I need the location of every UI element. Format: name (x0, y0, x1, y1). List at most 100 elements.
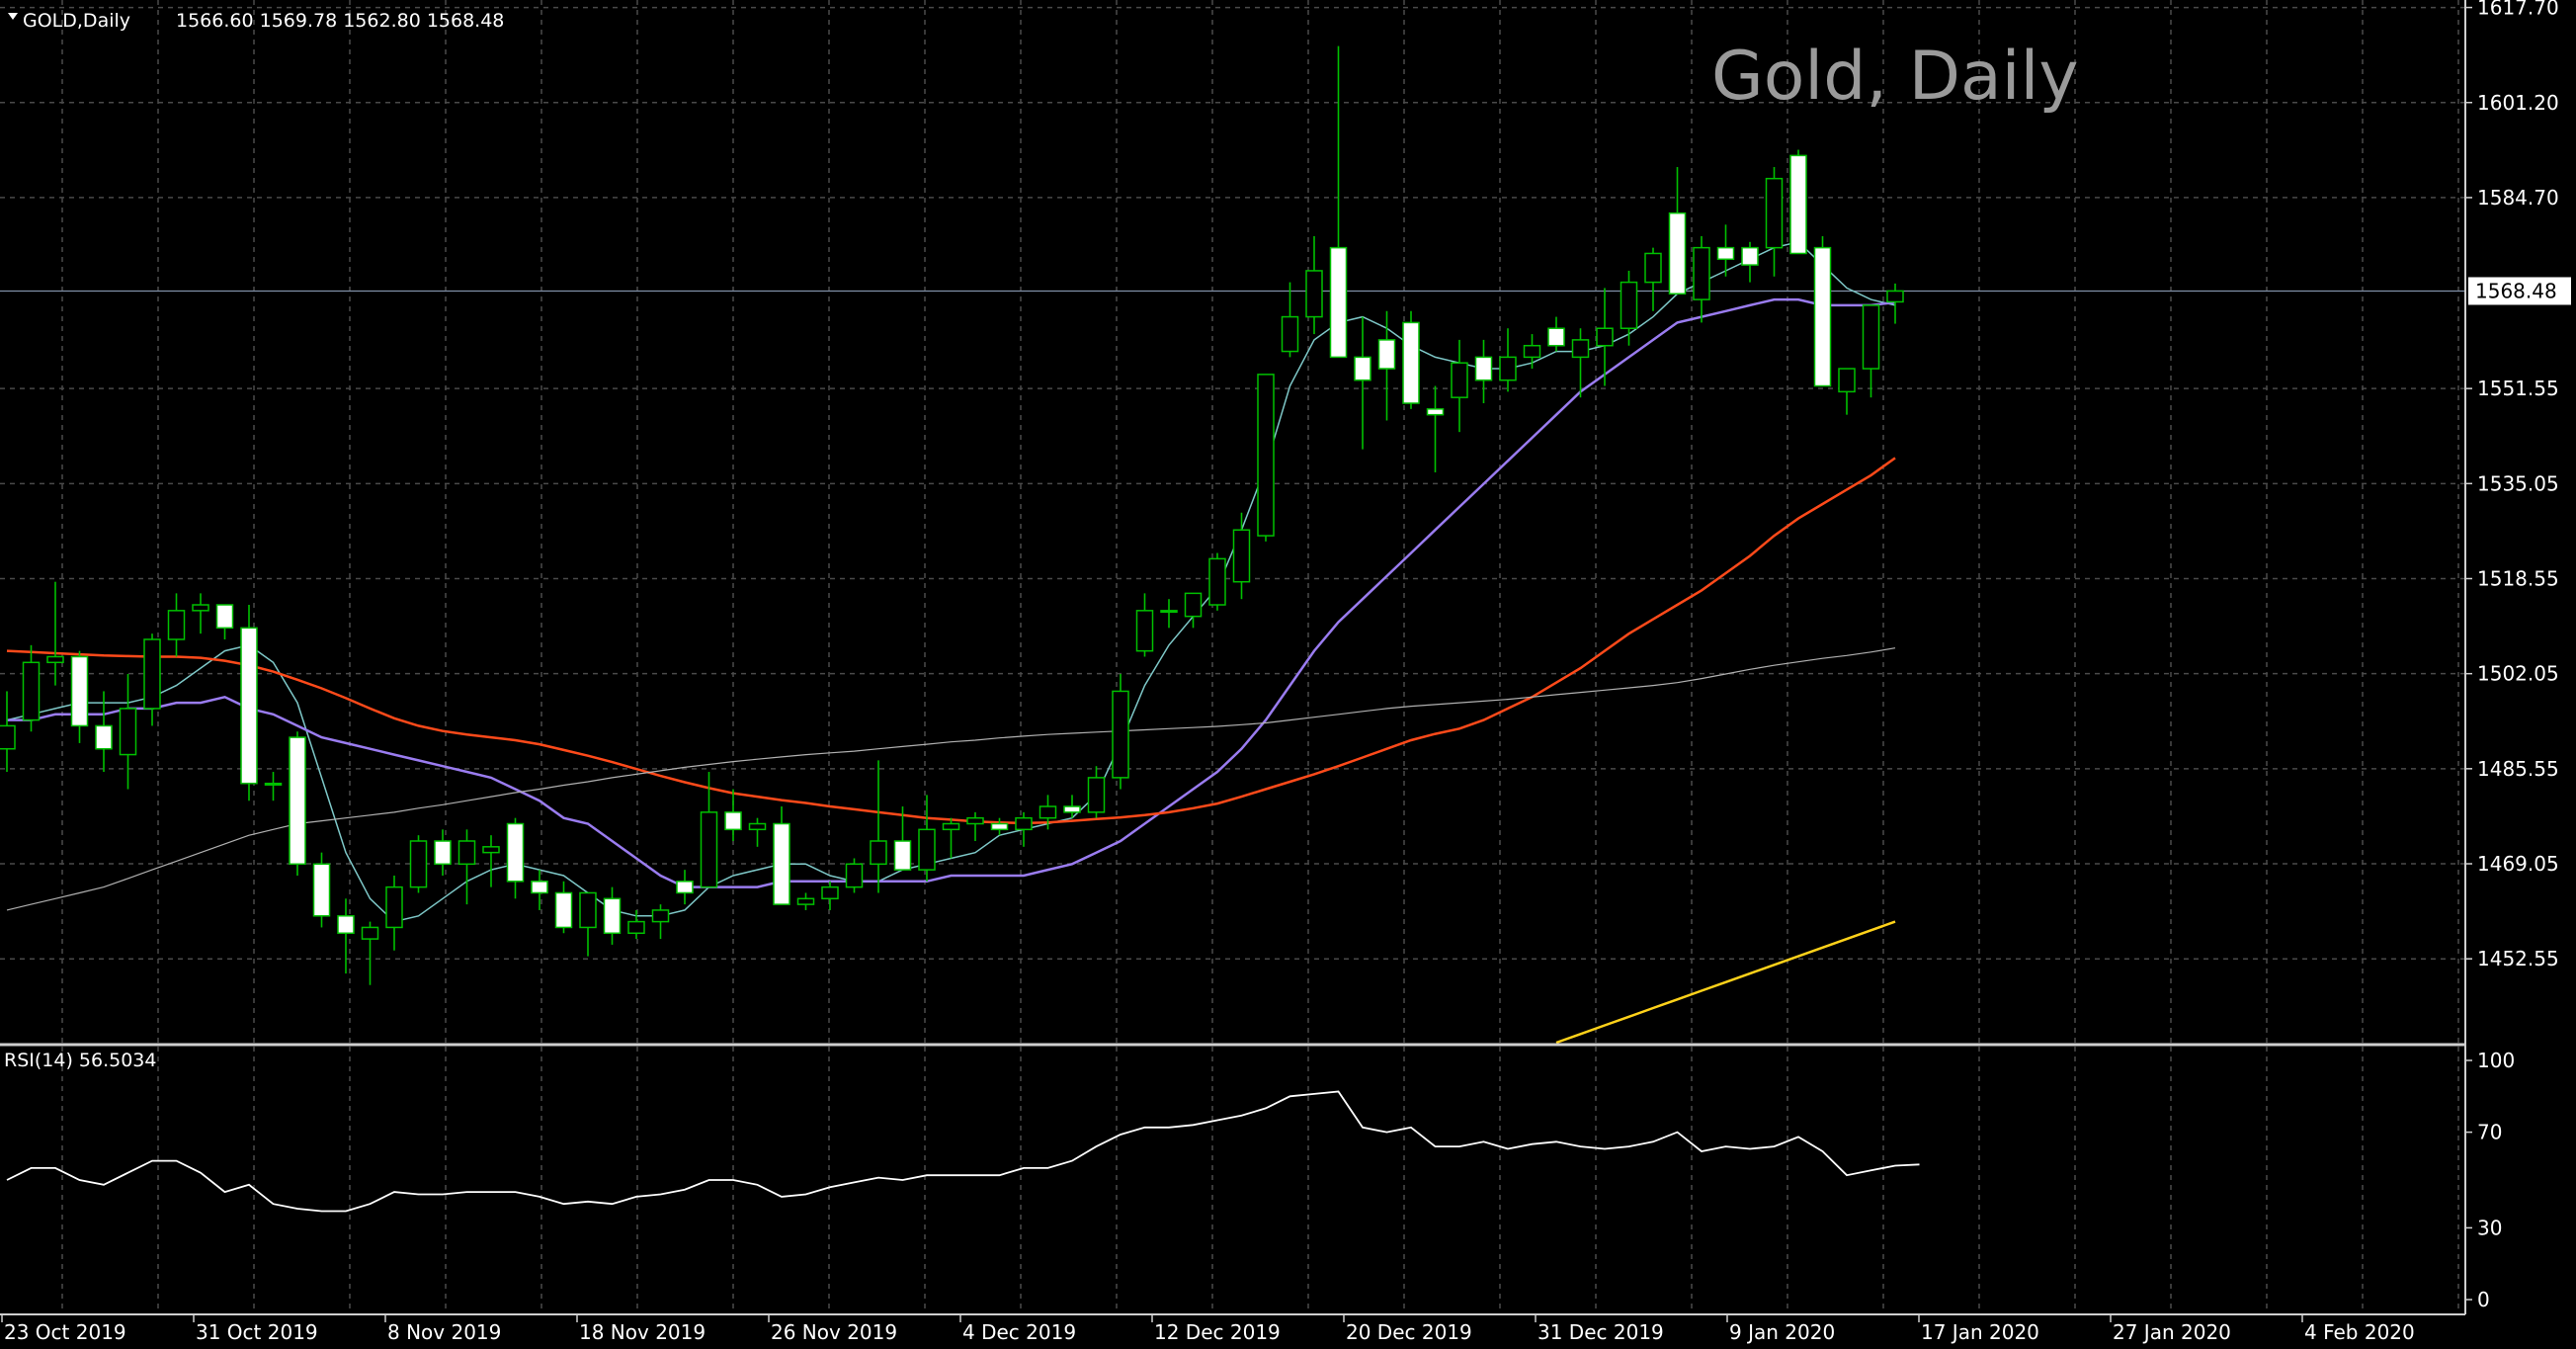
candle-bear (603, 897, 622, 935)
rsi-tick-label: 100 (2477, 1049, 2515, 1072)
current-price-label: 1568.48 (2475, 279, 2557, 302)
price-tick-label: 1584.70 (2477, 186, 2559, 210)
candle-bull (1112, 690, 1129, 779)
rsi-label: RSI(14) 56.5034 (4, 1050, 156, 1071)
candle-bear (724, 811, 742, 831)
candle-bull (1087, 777, 1106, 813)
candle-bear (1547, 327, 1565, 347)
candle-bull (1644, 252, 1662, 284)
candle-bear (1426, 408, 1445, 416)
candle-bear (1716, 246, 1735, 261)
candle-bull (1281, 315, 1299, 353)
candle-bull (942, 822, 960, 831)
candle-bull (627, 920, 645, 935)
candle-bear (95, 724, 113, 750)
candle-bull (1232, 529, 1251, 583)
candle-bull (1523, 344, 1541, 359)
rsi-tick-label: 30 (2477, 1216, 2502, 1239)
candle-bull (385, 885, 403, 929)
candle-bull (796, 897, 815, 905)
candle-bear (1789, 154, 1807, 255)
candle-bear (215, 604, 234, 630)
candle-bull (1886, 290, 1904, 303)
candle-bull (821, 885, 839, 900)
candle-bear (1329, 246, 1348, 359)
candle-bear (990, 822, 1009, 831)
candle-bear (1063, 805, 1081, 813)
date-tick-label: 26 Nov 2019 (771, 1320, 897, 1344)
ohlc-values: 1566.60 1569.78 1562.80 1568.48 (176, 10, 504, 32)
price-tick-label: 1535.05 (2477, 471, 2559, 495)
moving-average-ma_long (6, 647, 1896, 911)
candle-bear (1402, 321, 1420, 404)
candle-bear (506, 822, 525, 883)
candle-bull (1039, 805, 1057, 819)
candle-bull (22, 661, 41, 721)
chart-watermark-title: Gold, Daily (1711, 38, 2079, 116)
candle-bull (966, 816, 984, 825)
date-tick-label: 4 Dec 2019 (962, 1320, 1076, 1344)
date-tick-label: 17 Jan 2020 (1921, 1320, 2039, 1344)
candle-bull (457, 840, 476, 866)
candle-bull (119, 708, 137, 756)
rsi-tick-label: 0 (2477, 1288, 2490, 1311)
date-tick-label: 4 Feb 2020 (2304, 1320, 2415, 1344)
candle-bull (0, 724, 16, 750)
candle-bull (1257, 374, 1275, 537)
candle-bull (700, 811, 718, 888)
moving-average-ma_yellow (1555, 920, 1896, 1045)
rsi-tick-label: 70 (2477, 1121, 2502, 1144)
price-tick-label: 1551.55 (2477, 377, 2559, 400)
price-tick-label: 1601.20 (2477, 91, 2559, 115)
candle-bull (143, 638, 161, 710)
candle-bear (434, 840, 452, 866)
candle-bull (918, 828, 936, 871)
current-price-box (2468, 277, 2571, 305)
candle-bull (1135, 610, 1154, 652)
moving-averages (6, 240, 1896, 1045)
candle-bear (337, 915, 355, 935)
price-tick-label: 1452.55 (2477, 947, 2559, 970)
candle-bear (1813, 246, 1832, 387)
candle-bull (1015, 816, 1033, 831)
date-tick-label: 23 Oct 2019 (4, 1320, 126, 1344)
rsi-panel (6, 1090, 1920, 1213)
candle-bull (192, 604, 209, 612)
date-tick-label: 27 Jan 2020 (2113, 1320, 2231, 1344)
rsi-line (6, 1090, 1920, 1213)
candle-bull (1451, 362, 1468, 398)
candle-bear (70, 655, 89, 727)
price-tick-label: 1617.70 (2477, 0, 2559, 20)
candle-bull (1160, 610, 1178, 614)
candle-bear (676, 881, 694, 894)
candle-bull (1620, 281, 1638, 329)
date-tick-label: 20 Dec 2019 (1346, 1320, 1472, 1344)
candle-bear (773, 822, 790, 905)
candle-bull (845, 863, 864, 888)
candle-bull (1305, 270, 1323, 318)
candle-bear (240, 627, 258, 785)
candle-bull (1499, 356, 1517, 381)
candle-bear (1668, 211, 1687, 295)
price-tick-label: 1502.05 (2477, 662, 2559, 686)
candle-bull (870, 840, 887, 866)
candle-bull (1596, 327, 1614, 347)
candle-bull (1838, 368, 1856, 393)
candle-bear (1377, 339, 1396, 370)
price-candles (0, 45, 1904, 985)
candle-bull (482, 846, 500, 854)
grid-lines (0, 0, 2465, 1314)
candle-bear (289, 736, 306, 866)
candle-bear (893, 840, 912, 871)
candle-bear (1741, 246, 1759, 266)
candle-bull (748, 822, 767, 831)
candle-bull (409, 840, 428, 888)
date-tick-label: 18 Nov 2019 (579, 1320, 706, 1344)
candle-bear (554, 891, 573, 929)
candle-bull (651, 909, 670, 923)
collapse-triangle-icon[interactable] (8, 13, 18, 20)
candle-bull (1184, 592, 1203, 618)
candle-bull (264, 782, 283, 786)
